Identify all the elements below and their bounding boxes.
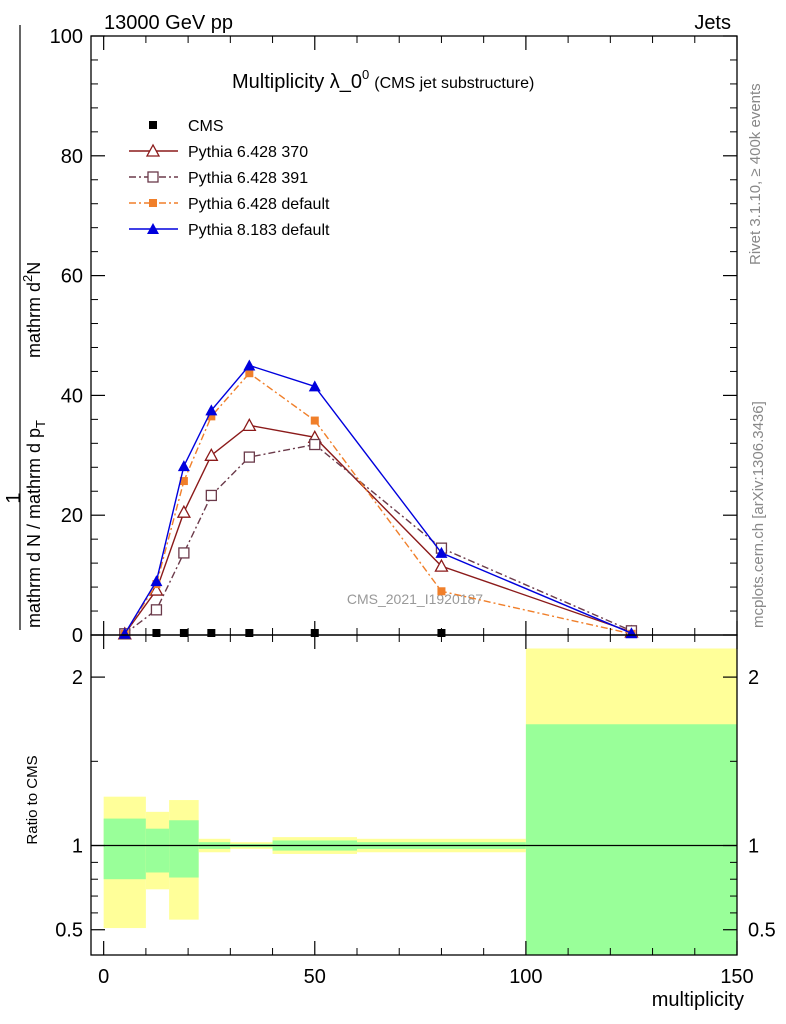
ylabel-one: 1 <box>3 492 25 503</box>
legend-label-2: Pythia 6.428 391 <box>188 170 308 187</box>
x-axis-label: multiplicity <box>652 989 744 1011</box>
series-3-point-6 <box>437 587 446 596</box>
analysis-watermark: CMS_2021_I1920187 <box>347 591 483 607</box>
series-3-point-5 <box>310 416 319 425</box>
ylabel-denominator-sub: T <box>33 420 48 428</box>
ylabel-denominator-main: mathrm d N / mathrm d p <box>24 428 44 628</box>
rivet-label: Rivet 3.1.10, ≥ 400k events <box>747 83 764 265</box>
legend: CMS Pythia 6.428 370 Pythia 6.428 391 Pythi… <box>129 118 330 239</box>
series-3-point-3 <box>207 412 216 421</box>
series-0 <box>120 629 636 637</box>
category-label: Jets <box>694 12 731 34</box>
main-ytick-label-1: 20 <box>61 505 83 527</box>
main-ytick-label-2: 40 <box>61 385 83 407</box>
legend-marker-4 <box>147 223 159 234</box>
main-ytick-label-4: 80 <box>61 146 83 168</box>
title-subtitle: (CMS jet substructure) <box>374 75 534 92</box>
legend-label-4: Pythia 8.183 default <box>188 222 330 239</box>
series-1-point-6 <box>434 558 449 572</box>
series-2-point-5 <box>309 438 321 451</box>
main-ytick-label-3: 60 <box>61 266 83 288</box>
x-tick-label-0: 0 <box>98 966 109 988</box>
ratio-ytick-label-right-2: 2 <box>748 667 759 689</box>
main-plot-series <box>117 359 639 640</box>
legend-entry-2: Pythia 6.428 391 <box>129 170 308 187</box>
main-ytick-label-5: 100 <box>50 26 83 48</box>
series-0-point-1 <box>152 629 161 637</box>
series-1-point-1 <box>149 582 164 596</box>
ratio-inner-band-7 <box>525 724 737 955</box>
series-4-point-6 <box>435 546 448 558</box>
series-4-point-3 <box>205 404 218 416</box>
series-3-point-2 <box>179 477 188 486</box>
ratio-plot-frame <box>90 634 738 956</box>
ratio-ytick-label-right-0: 0.5 <box>748 920 776 942</box>
ratio-ytick-label-left-0: 0.5 <box>55 920 83 942</box>
ratio-ytick-label-left-2: 2 <box>72 667 83 689</box>
series-1-point-2 <box>176 504 191 518</box>
main-plot-title: Multiplicity λ_00 (CMS jet substructure) <box>232 67 534 93</box>
legend-entry-0: CMS <box>149 118 224 135</box>
legend-marker-1 <box>145 143 161 157</box>
ratio-inner-band-0 <box>103 818 146 880</box>
ylabel-numerator-sup: 2 <box>20 275 35 282</box>
series-4-point-5 <box>308 380 321 392</box>
series-line-1 <box>124 424 632 635</box>
series-0-point-4 <box>245 629 254 637</box>
legend-label-0: CMS <box>188 118 224 135</box>
legend-marker-3 <box>149 199 157 207</box>
legend-entry-1: Pythia 6.428 370 <box>129 143 308 161</box>
ratio-ytick-label-left-1: 1 <box>72 836 83 858</box>
series-4-point-4 <box>243 359 256 371</box>
series-3-point-4 <box>245 369 254 378</box>
x-tick-label-2: 100 <box>509 966 542 988</box>
legend-entry-3: Pythia 6.428 default <box>129 196 330 213</box>
energy-label: 13000 GeV pp <box>104 12 233 34</box>
main-ytick-label-0: 0 <box>72 625 83 647</box>
legend-marker-0 <box>149 121 157 129</box>
series-2-point-3 <box>205 489 217 502</box>
ylabel-denominator: mathrm d N / mathrm d pT <box>24 420 48 628</box>
series-1-point-3 <box>204 447 219 461</box>
main-y-axis-label: 1 mathrm d N / mathrm d pT mathrm d2N <box>3 25 48 630</box>
ylabel-numerator-end: N <box>24 262 44 275</box>
series-4-point-2 <box>177 460 190 472</box>
series-line-4 <box>124 364 632 635</box>
ylabel-numerator: mathrm d2N <box>20 262 44 358</box>
mcplots-label: mcplots.cern.ch [arXiv:1306.3436] <box>750 401 767 628</box>
series-line-2 <box>124 443 632 635</box>
legend-label-1: Pythia 6.428 370 <box>188 144 308 161</box>
series-2-point-2 <box>178 547 190 559</box>
series-2-point-4 <box>243 451 255 463</box>
title-main: Multiplicity λ_0 <box>232 71 362 93</box>
legend-entry-4: Pythia 8.183 default <box>129 222 330 239</box>
x-tick-label-1: 50 <box>304 966 326 988</box>
axes-frame: 0 20 40 60 80 100 0 50 100 150 0.5 0.5 1 1 2 2 <box>50 26 776 988</box>
series-0-point-3 <box>207 629 216 637</box>
ratio-uncertainty-bands <box>91 648 737 955</box>
series-0-point-2 <box>179 629 188 637</box>
title-superscript: 0 <box>362 67 369 82</box>
series-1-point-4 <box>242 417 257 432</box>
ratio-ytick-label-right-1: 1 <box>748 836 759 858</box>
series-2-point-1 <box>150 604 163 616</box>
series-4-point-1 <box>150 575 163 587</box>
x-tick-label-3: 150 <box>720 966 753 988</box>
series-4-point-0 <box>118 627 131 639</box>
legend-marker-2 <box>147 171 159 183</box>
series-line-3 <box>124 372 632 635</box>
ratio-inner-band-1 <box>145 828 170 873</box>
ratio-inner-band-2 <box>169 820 199 878</box>
ratio-y-axis-label: Ratio to CMS <box>24 755 41 844</box>
ylabel-numerator-main: mathrm d <box>24 282 44 358</box>
legend-label-3: Pythia 6.428 default <box>188 196 330 213</box>
